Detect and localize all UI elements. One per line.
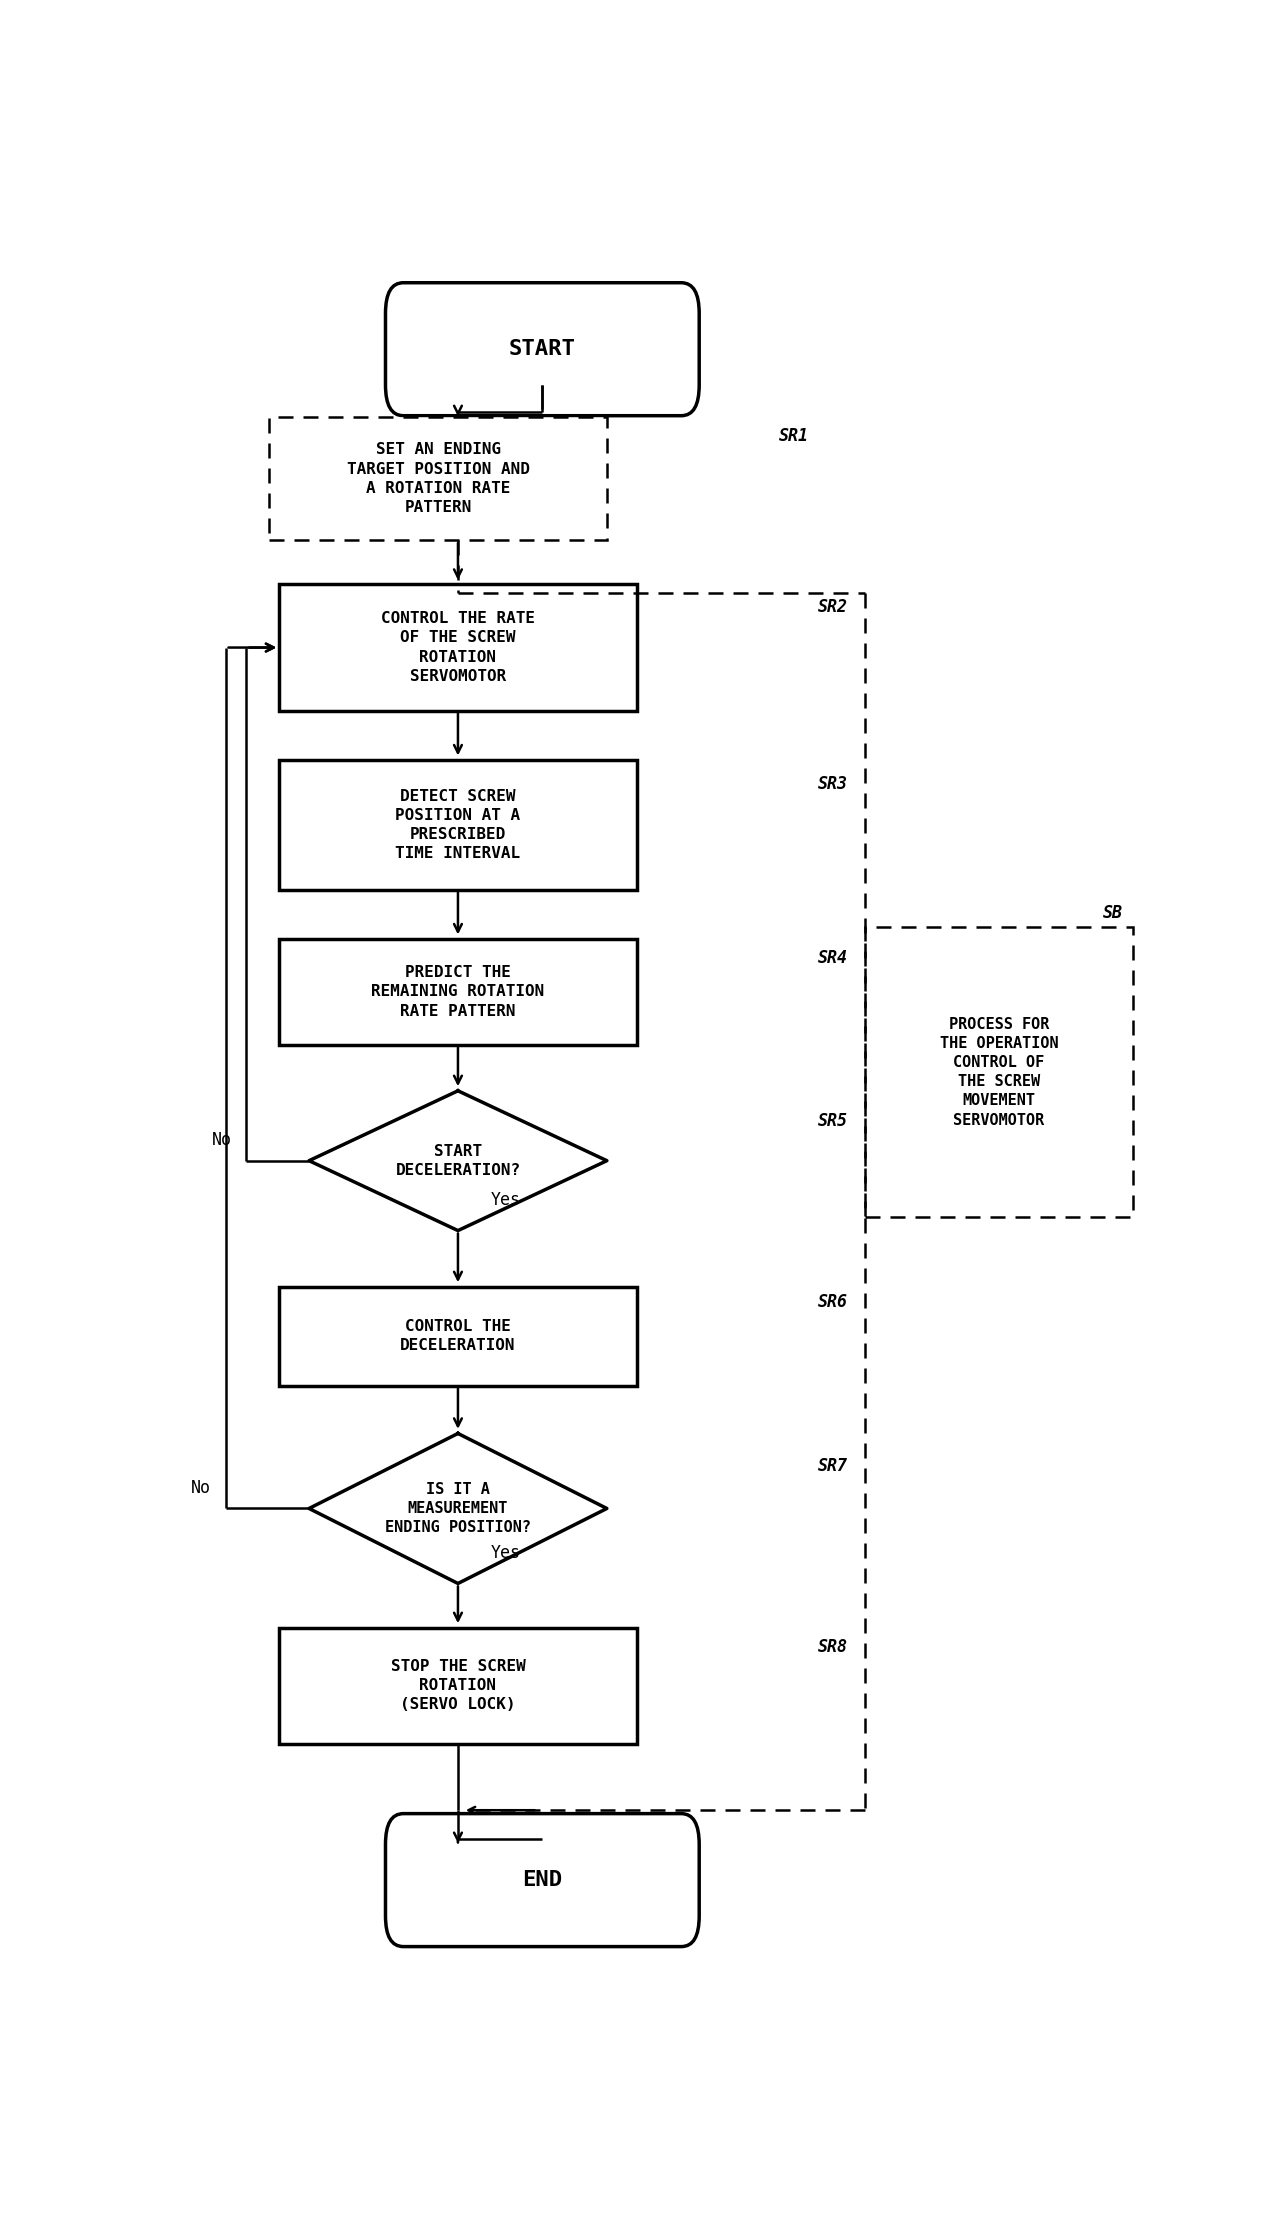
Text: SR5: SR5 — [819, 1111, 848, 1131]
Text: PROCESS FOR
THE OPERATION
CONTROL OF
THE SCREW
MOVEMENT
SERVOMOTOR: PROCESS FOR THE OPERATION CONTROL OF THE… — [940, 1016, 1058, 1127]
Text: SB: SB — [1103, 906, 1123, 923]
Bar — [279, 1627, 637, 1745]
Text: PREDICT THE
REMAINING ROTATION
RATE PATTERN: PREDICT THE REMAINING ROTATION RATE PATT… — [371, 965, 544, 1018]
Bar — [269, 418, 607, 540]
Text: SR1: SR1 — [779, 427, 808, 445]
Text: No: No — [211, 1131, 232, 1149]
Text: DETECT SCREW
POSITION AT A
PRESCRIBED
TIME INTERVAL: DETECT SCREW POSITION AT A PRESCRIBED TI… — [396, 788, 520, 861]
Text: Yes: Yes — [491, 1191, 520, 1209]
FancyBboxPatch shape — [386, 283, 699, 416]
Bar — [279, 759, 637, 890]
Bar — [279, 939, 637, 1045]
Polygon shape — [309, 1432, 607, 1583]
Text: CONTROL THE RATE
OF THE SCREW
ROTATION
SERVOMOTOR: CONTROL THE RATE OF THE SCREW ROTATION S… — [380, 611, 535, 684]
Bar — [865, 928, 1132, 1218]
Text: START
DECELERATION?: START DECELERATION? — [396, 1145, 520, 1178]
Text: END: END — [523, 1871, 562, 1891]
Text: SR3: SR3 — [819, 775, 848, 793]
Text: SR7: SR7 — [819, 1457, 848, 1475]
Text: STOP THE SCREW
ROTATION
(SERVO LOCK): STOP THE SCREW ROTATION (SERVO LOCK) — [391, 1658, 525, 1711]
Bar — [279, 584, 637, 711]
Text: SET AN ENDING
TARGET POSITION AND
A ROTATION RATE
PATTERN: SET AN ENDING TARGET POSITION AND A ROTA… — [347, 443, 529, 516]
Text: SR2: SR2 — [819, 598, 848, 615]
Polygon shape — [309, 1092, 607, 1231]
Text: No: No — [191, 1479, 211, 1497]
Text: Yes: Yes — [491, 1543, 520, 1561]
Bar — [279, 1286, 637, 1386]
Text: START: START — [509, 339, 575, 359]
Text: CONTROL THE
DECELERATION: CONTROL THE DECELERATION — [400, 1320, 516, 1353]
Text: SR6: SR6 — [819, 1293, 848, 1311]
FancyBboxPatch shape — [386, 1813, 699, 1946]
Text: SR8: SR8 — [819, 1638, 848, 1656]
Text: IS IT A
MEASUREMENT
ENDING POSITION?: IS IT A MEASUREMENT ENDING POSITION? — [386, 1481, 530, 1534]
Text: SR4: SR4 — [819, 950, 848, 968]
